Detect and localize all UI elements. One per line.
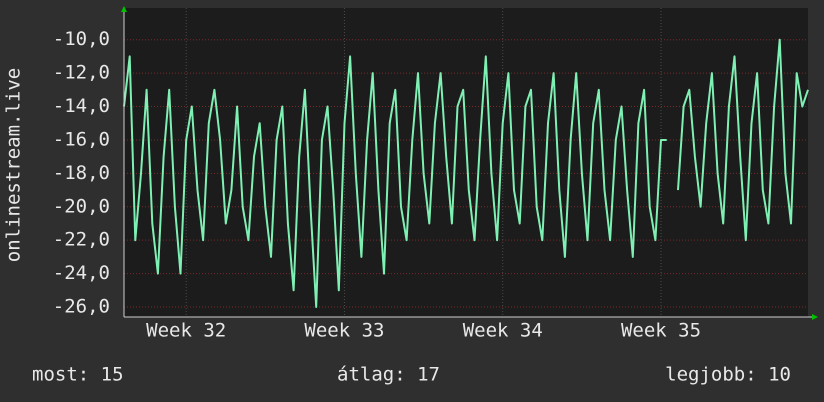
footer-best: legjobb: 10 [665, 364, 791, 386]
x-tick-label: Week 33 [304, 320, 384, 342]
y-tick-label: -26,0 [53, 295, 110, 317]
y-tick-label: -20,0 [53, 195, 110, 217]
y-axis-label: onlinestream.live [3, 68, 25, 262]
footer-average: átlag: 17 [337, 364, 440, 386]
y-tick-label: -22,0 [53, 229, 110, 251]
footer-current: most: 15 [32, 364, 124, 386]
series-line [123, 38, 809, 308]
plot [123, 38, 809, 308]
x-tick-label: Week 32 [146, 320, 226, 342]
y-tick-label: -14,0 [53, 95, 110, 117]
y-tick-label: -12,0 [53, 62, 110, 84]
y-tick-label: -16,0 [53, 128, 110, 150]
x-axis-arrow [812, 314, 818, 320]
y-tick-label: -10,0 [53, 28, 110, 50]
y-tick-label: -24,0 [53, 262, 110, 284]
x-tick-label: Week 35 [621, 320, 701, 342]
plot-area [124, 8, 808, 317]
y-axis-arrow [121, 6, 127, 12]
x-tick-label: Week 34 [463, 320, 543, 342]
y-tick-label: -18,0 [53, 162, 110, 184]
